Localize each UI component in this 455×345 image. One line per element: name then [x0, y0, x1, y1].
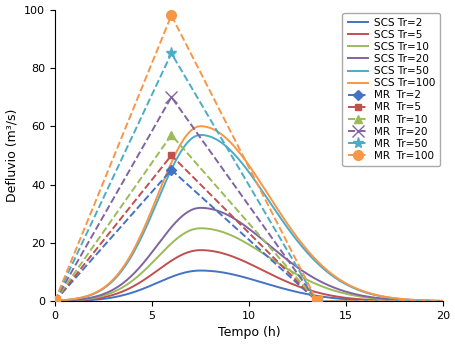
Legend: SCS Tr=2, SCS Tr=5, SCS Tr=10, SCS Tr=20, SCS Tr=50, SCS Tr=100, MR  Tr=2, MR  T: SCS Tr=2, SCS Tr=5, SCS Tr=10, SCS Tr=20…	[342, 13, 439, 166]
X-axis label: Tempo (h): Tempo (h)	[217, 326, 280, 339]
Y-axis label: Defluvio (m³/s): Defluvio (m³/s)	[5, 109, 19, 202]
